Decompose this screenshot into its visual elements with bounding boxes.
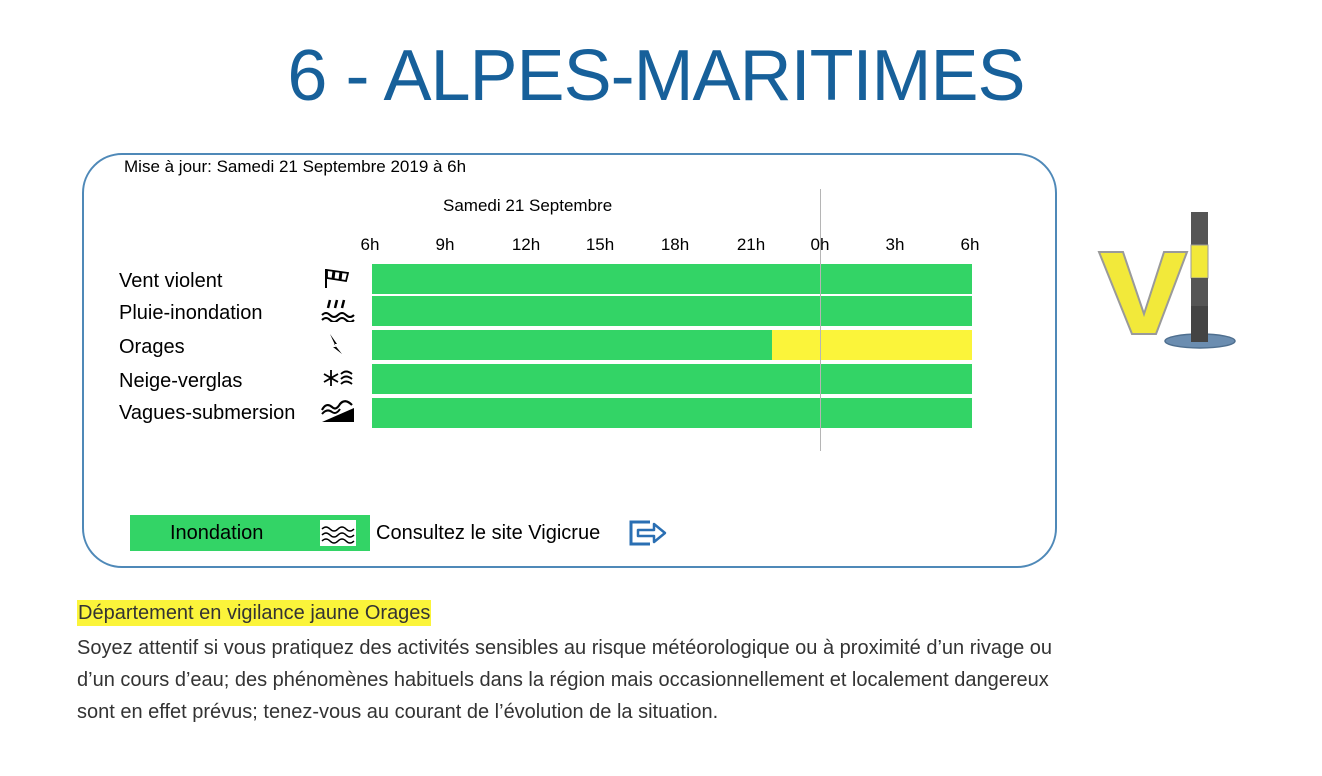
waves-submersion-icon bbox=[321, 400, 354, 422]
hour-label: 21h bbox=[736, 235, 766, 254]
flood-waves-icon bbox=[320, 520, 356, 546]
windsock-icon bbox=[325, 268, 350, 288]
update-timestamp: Mise à jour: Samedi 21 Septembre 2019 à … bbox=[124, 157, 467, 176]
segment-green bbox=[372, 398, 972, 428]
exit-arrow-icon[interactable] bbox=[628, 519, 668, 547]
vigilance-logo-icon bbox=[1097, 212, 1236, 349]
segment-green bbox=[372, 364, 972, 394]
row-label-vagues-submersion: Vagues-submersion bbox=[119, 402, 296, 424]
vigicrue-link[interactable]: Consultez le site Vigicrue bbox=[376, 522, 601, 544]
hour-label: 9h bbox=[435, 235, 455, 254]
snow-ice-icon bbox=[323, 370, 353, 386]
alert-title: Département en vigilance jaune Orages bbox=[77, 600, 432, 626]
row-label-orages: Orages bbox=[119, 336, 185, 358]
day-label: Samedi 21 Septembre bbox=[443, 196, 613, 215]
hour-label: 12h bbox=[511, 235, 541, 254]
legend-label: Inondation bbox=[170, 522, 264, 544]
segment-green bbox=[372, 296, 972, 326]
midnight-divider bbox=[820, 189, 821, 451]
hour-label: 0h bbox=[810, 235, 830, 254]
orages-bar bbox=[372, 330, 972, 360]
pluie-inondation-bar bbox=[372, 296, 972, 326]
vigilance-panel bbox=[82, 153, 1057, 568]
rain-flood-icon bbox=[321, 299, 355, 322]
neige-verglas-bar bbox=[372, 364, 972, 394]
hour-label: 18h bbox=[660, 235, 690, 254]
row-label-pluie-inondation: Pluie-inondation bbox=[119, 302, 263, 324]
lightning-icon bbox=[330, 334, 342, 354]
legend-inondation: Inondation bbox=[130, 515, 370, 551]
hour-label: 6h bbox=[360, 235, 380, 254]
row-label-vent-violent: Vent violent bbox=[119, 270, 223, 292]
hour-label: 3h bbox=[885, 235, 905, 254]
vent-violent-bar bbox=[372, 264, 972, 294]
row-label-neige-verglas: Neige-verglas bbox=[119, 370, 243, 392]
alert-description: Soyez attentif si vous pratiquez des act… bbox=[77, 637, 1052, 723]
segment-yellow bbox=[772, 330, 972, 360]
segment-green bbox=[372, 264, 972, 294]
hour-label: 6h bbox=[960, 235, 980, 254]
hour-label: 15h bbox=[585, 235, 615, 254]
page-title: 6 - ALPES-MARITIMES bbox=[287, 36, 1025, 116]
vagues-submersion-bar bbox=[372, 398, 972, 428]
segment-green bbox=[372, 330, 773, 360]
